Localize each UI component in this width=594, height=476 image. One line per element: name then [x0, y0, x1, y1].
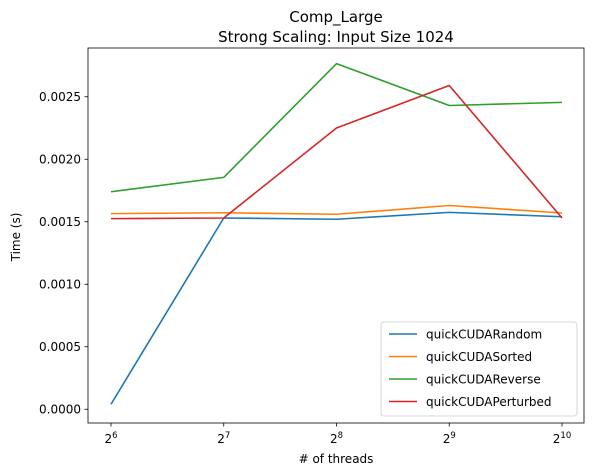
series-line-quickCUDAReverse — [110, 62, 563, 193]
y-tick-label: 0.0000 — [39, 402, 81, 416]
x-tick-label: 26 — [104, 431, 117, 446]
axes-frame — [87, 47, 585, 424]
legend-box — [380, 321, 578, 417]
y-axis-label: Time (s) — [9, 213, 23, 263]
chart-title: Comp_Large — [289, 8, 383, 27]
y-tick-label: 0.0010 — [39, 277, 81, 291]
legend-label: quickCUDAPerturbed — [426, 395, 552, 409]
chart-subtitle: Strong Scaling: Input Size 1024 — [218, 28, 454, 46]
plot-area: 0.0000 0.0005 0.0010 0.0015 0.0020 0.0025 26 27… — [39, 47, 585, 446]
legend: quickCUDARandom quickCUDASorted quickCUDAR… — [380, 321, 578, 417]
y-tick-label: 0.0005 — [39, 340, 81, 354]
legend-label: quickCUDAReverse — [426, 373, 541, 387]
series-line-quickCUDAPerturbed — [110, 84, 563, 220]
legend-label: quickCUDASorted — [426, 350, 532, 364]
y-tick-label: 0.0015 — [39, 215, 81, 229]
x-tick-label: 27 — [217, 431, 230, 446]
y-tick-label: 0.0025 — [39, 90, 81, 104]
x-tick-label: 29 — [443, 431, 456, 446]
x-axis-label: # of threads — [299, 452, 374, 466]
legend-label: quickCUDARandom — [426, 328, 542, 342]
series-line-quickCUDARandom — [110, 211, 563, 405]
y-tick-label: 0.0020 — [39, 152, 81, 166]
x-tick-label: 28 — [330, 431, 343, 446]
series-line-quickCUDASorted — [110, 204, 563, 216]
x-tick-label: 210 — [553, 431, 571, 446]
